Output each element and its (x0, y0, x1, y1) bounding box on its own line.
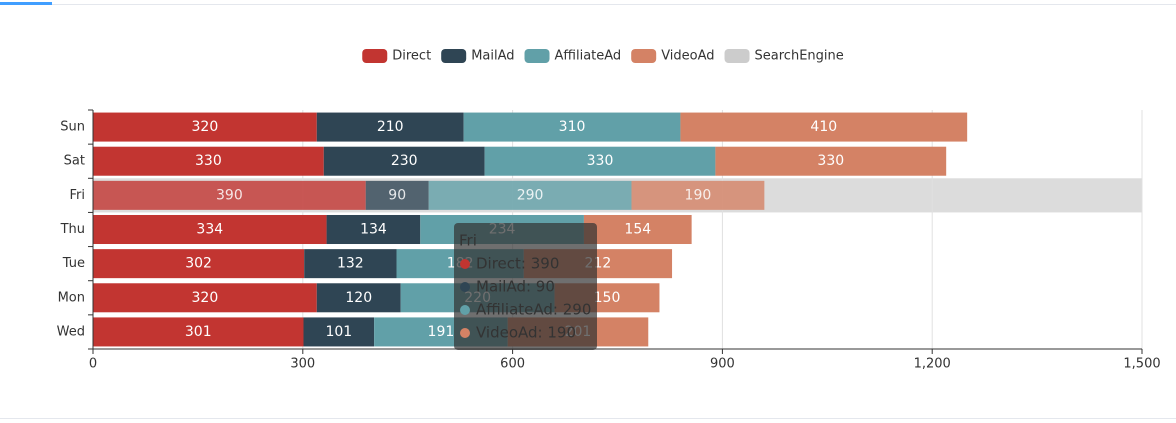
bar-label: 302 (185, 256, 212, 272)
bar (583, 214, 692, 245)
legend-swatch (362, 49, 388, 63)
legend-label: SearchEngine (755, 49, 844, 64)
tooltip-box (454, 223, 597, 350)
legend-swatch (724, 49, 750, 63)
legend-item[interactable]: Direct (362, 49, 431, 64)
legend-item[interactable]: SearchEngine (724, 49, 844, 64)
x-tick-label: 300 (290, 357, 315, 372)
tooltip: Fri Direct: 390 MailAd: 90 AffiliateAd: 290… (454, 223, 597, 350)
y-tick-label: Mon (58, 290, 85, 305)
bar (631, 180, 765, 210)
tooltip-title: Fri (459, 232, 477, 250)
legend-label: MailAd (471, 49, 514, 64)
bar (316, 112, 464, 142)
bar-label: 191 (428, 324, 455, 340)
bar (93, 146, 324, 176)
bar (428, 180, 632, 210)
legend-swatch (524, 49, 550, 63)
bar (304, 249, 397, 279)
bar (93, 180, 366, 210)
tooltip-dot (460, 259, 470, 269)
legend-label: VideoAd (661, 49, 714, 64)
bar (323, 146, 485, 176)
y-tick-label: Fri (70, 188, 86, 203)
bar (303, 317, 375, 347)
bar (326, 214, 421, 245)
bar (484, 146, 716, 176)
legend: Direct MailAd AffiliateAd VideoAd SearchEngi… (362, 49, 844, 64)
bar (680, 112, 968, 142)
active-tab[interactable] (0, 2, 52, 5)
legend-label: AffiliateAd (555, 49, 622, 64)
bar (316, 283, 401, 313)
x-tick-label: 1,500 (1123, 357, 1160, 372)
tooltip-line: VideoAd: 190 (476, 324, 576, 342)
bar-label: 301 (185, 324, 212, 340)
tooltip-line: Direct: 390 (476, 255, 559, 273)
legend-item[interactable]: VideoAd (631, 49, 715, 64)
tooltip-dot (460, 282, 470, 292)
legend-swatch (441, 49, 467, 63)
bar (715, 146, 947, 176)
axes: 0 300 600 900 1,200 1,500 Sun Sat Fri Thu Tue Mon We… (57, 109, 1161, 372)
bar-label: 390 (216, 187, 243, 203)
x-tick-label: 900 (710, 357, 735, 372)
legend-item[interactable]: MailAd (441, 49, 515, 64)
bar-label: 134 (360, 222, 387, 238)
bar-label: 320 (192, 119, 219, 135)
bar-label: 410 (810, 119, 837, 135)
x-tick-label: 600 (500, 357, 525, 372)
x-tick-label: 1,200 (914, 357, 951, 372)
y-tick-label: Sat (64, 154, 85, 169)
bar (93, 317, 304, 347)
bar-label: 310 (559, 119, 586, 135)
y-tick-label: Wed (57, 324, 85, 339)
bar-label: 210 (377, 119, 404, 135)
bar-label: 320 (192, 290, 219, 306)
bar-label: 330 (587, 153, 614, 169)
tab-bar-line (0, 4, 1176, 5)
tooltip-line: MailAd: 90 (476, 278, 555, 296)
bar-label: 190 (685, 187, 712, 203)
bar (93, 283, 317, 313)
bar-label: 90 (388, 187, 406, 203)
y-tick-label: Thu (60, 222, 85, 237)
bar-label: 334 (196, 222, 223, 238)
bar (463, 112, 681, 142)
tooltip-line: AffiliateAd: 290 (476, 301, 591, 319)
bottom-line (0, 418, 1176, 419)
bar-label: 154 (624, 222, 651, 238)
bar-label: 330 (817, 153, 844, 169)
bar-label: 230 (391, 153, 418, 169)
bar (93, 112, 317, 142)
bar-label: 290 (517, 187, 544, 203)
x-tick-label: 0 (89, 357, 97, 372)
legend-item[interactable]: AffiliateAd (524, 49, 622, 64)
bar-label: 150 (594, 290, 621, 306)
bar-label: 330 (195, 153, 222, 169)
bar (365, 180, 429, 210)
bar-label: 132 (337, 256, 364, 272)
bar-label: 120 (345, 290, 372, 306)
bar (93, 214, 327, 245)
bar (93, 249, 305, 279)
legend-swatch (631, 49, 657, 63)
tooltip-dot (460, 328, 470, 338)
y-tick-label: Tue (62, 256, 85, 271)
y-tick-label: Sun (60, 120, 85, 135)
tooltip-dot (460, 305, 470, 315)
bar-label: 101 (325, 324, 352, 340)
legend-label: Direct (392, 49, 431, 64)
